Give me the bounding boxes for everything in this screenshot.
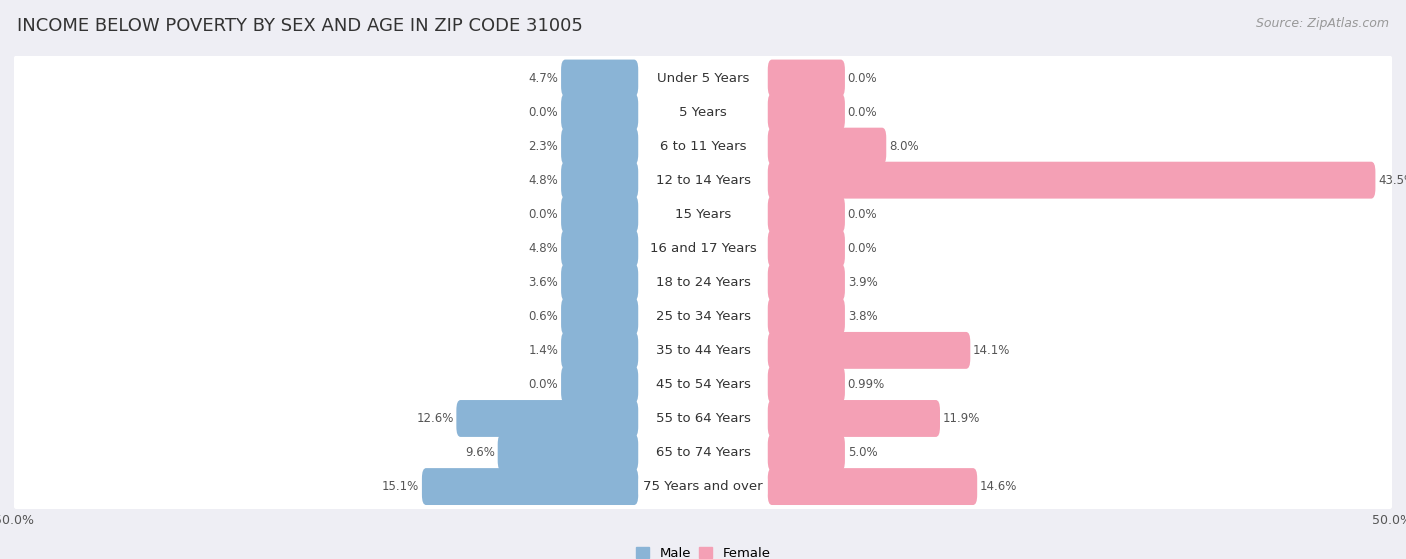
FancyBboxPatch shape [768,400,941,437]
Text: 75 Years and over: 75 Years and over [643,480,763,493]
FancyBboxPatch shape [13,430,1393,475]
FancyBboxPatch shape [13,464,1393,509]
Text: 55 to 64 Years: 55 to 64 Years [655,412,751,425]
FancyBboxPatch shape [13,124,1393,169]
Text: 18 to 24 Years: 18 to 24 Years [655,276,751,289]
Text: 5.0%: 5.0% [848,446,877,459]
Text: 0.99%: 0.99% [848,378,884,391]
FancyBboxPatch shape [561,60,638,97]
Text: 3.6%: 3.6% [529,276,558,289]
FancyBboxPatch shape [768,127,886,164]
FancyBboxPatch shape [561,264,638,301]
FancyBboxPatch shape [561,298,638,335]
Text: 9.6%: 9.6% [465,446,495,459]
FancyBboxPatch shape [561,127,638,164]
FancyBboxPatch shape [13,259,1393,305]
FancyBboxPatch shape [768,162,1375,198]
FancyBboxPatch shape [13,191,1393,237]
Text: 65 to 74 Years: 65 to 74 Years [655,446,751,459]
Text: 25 to 34 Years: 25 to 34 Years [655,310,751,323]
FancyBboxPatch shape [561,93,638,130]
Text: 0.0%: 0.0% [848,241,877,255]
FancyBboxPatch shape [13,328,1393,373]
Text: 12.6%: 12.6% [416,412,454,425]
FancyBboxPatch shape [768,298,845,335]
Text: 1.4%: 1.4% [529,344,558,357]
FancyBboxPatch shape [13,89,1393,135]
FancyBboxPatch shape [561,332,638,369]
Text: 0.0%: 0.0% [529,208,558,221]
FancyBboxPatch shape [768,332,970,369]
Text: 43.5%: 43.5% [1378,174,1406,187]
FancyBboxPatch shape [13,396,1393,441]
FancyBboxPatch shape [768,60,845,97]
Text: 3.9%: 3.9% [848,276,877,289]
Text: Under 5 Years: Under 5 Years [657,72,749,84]
FancyBboxPatch shape [457,400,638,437]
FancyBboxPatch shape [13,362,1393,408]
FancyBboxPatch shape [561,366,638,403]
FancyBboxPatch shape [13,55,1393,101]
FancyBboxPatch shape [768,366,845,403]
FancyBboxPatch shape [561,230,638,267]
FancyBboxPatch shape [768,264,845,301]
FancyBboxPatch shape [561,196,638,233]
Text: INCOME BELOW POVERTY BY SEX AND AGE IN ZIP CODE 31005: INCOME BELOW POVERTY BY SEX AND AGE IN Z… [17,17,582,35]
Text: 35 to 44 Years: 35 to 44 Years [655,344,751,357]
Text: 0.6%: 0.6% [529,310,558,323]
FancyBboxPatch shape [13,293,1393,339]
FancyBboxPatch shape [768,93,845,130]
Text: 15.1%: 15.1% [382,480,419,493]
Text: 4.8%: 4.8% [529,241,558,255]
FancyBboxPatch shape [768,468,977,505]
Text: 2.3%: 2.3% [529,140,558,153]
Text: 15 Years: 15 Years [675,208,731,221]
Text: 5 Years: 5 Years [679,106,727,119]
Text: 4.8%: 4.8% [529,174,558,187]
Text: 16 and 17 Years: 16 and 17 Years [650,241,756,255]
Text: 0.0%: 0.0% [848,208,877,221]
FancyBboxPatch shape [13,225,1393,271]
FancyBboxPatch shape [13,157,1393,203]
Text: 3.8%: 3.8% [848,310,877,323]
FancyBboxPatch shape [768,230,845,267]
Text: Source: ZipAtlas.com: Source: ZipAtlas.com [1256,17,1389,30]
Text: 8.0%: 8.0% [889,140,918,153]
Text: 0.0%: 0.0% [529,106,558,119]
Text: 45 to 54 Years: 45 to 54 Years [655,378,751,391]
Text: 14.6%: 14.6% [980,480,1018,493]
FancyBboxPatch shape [768,434,845,471]
FancyBboxPatch shape [561,162,638,198]
Text: 6 to 11 Years: 6 to 11 Years [659,140,747,153]
Text: 0.0%: 0.0% [848,106,877,119]
FancyBboxPatch shape [768,196,845,233]
FancyBboxPatch shape [498,434,638,471]
FancyBboxPatch shape [422,468,638,505]
Text: 0.0%: 0.0% [529,378,558,391]
Legend: Male, Female: Male, Female [630,542,776,559]
Text: 4.7%: 4.7% [529,72,558,84]
Text: 0.0%: 0.0% [848,72,877,84]
Text: 12 to 14 Years: 12 to 14 Years [655,174,751,187]
Text: 11.9%: 11.9% [943,412,980,425]
Text: 14.1%: 14.1% [973,344,1011,357]
